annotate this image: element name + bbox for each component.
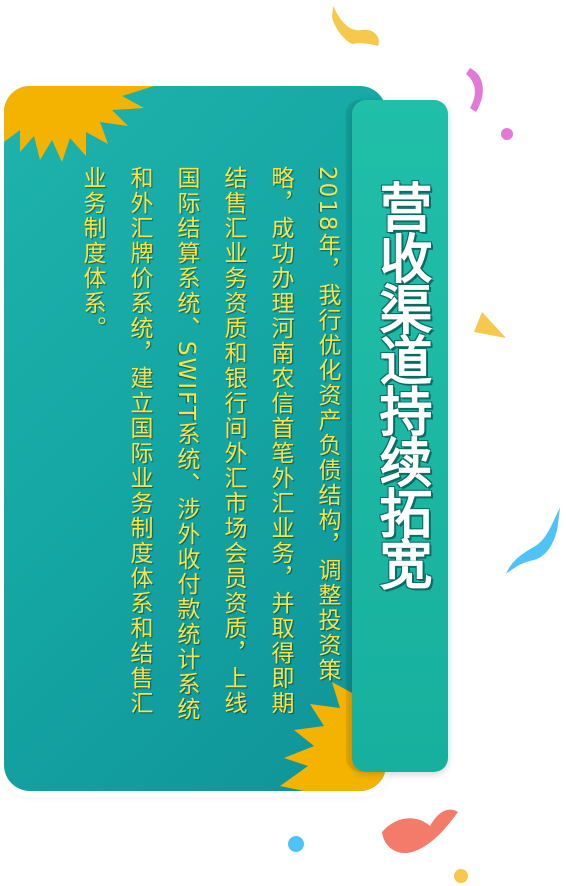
confetti-blue-dot: [288, 836, 304, 852]
confetti-yellow-triangle: [474, 312, 506, 338]
confetti-blue-ribbon: [506, 508, 560, 574]
content-card: [4, 86, 386, 791]
confetti-pink-dot: [501, 128, 513, 140]
title-tab: [352, 100, 448, 772]
confetti-pink-curl: [466, 68, 483, 112]
burst-top-left: [4, 86, 154, 162]
confetti-coral-ribbon: [382, 809, 458, 854]
card-title: 营收渠道持续拓宽: [371, 180, 432, 588]
card-body-text: 2018年，我行优化资产负债结构，调整投资策略，成功办理河南农信首笔外汇业务，并…: [79, 166, 340, 722]
confetti-yellow-ribbon: [332, 6, 379, 46]
confetti-yellow-dot: [454, 869, 468, 883]
